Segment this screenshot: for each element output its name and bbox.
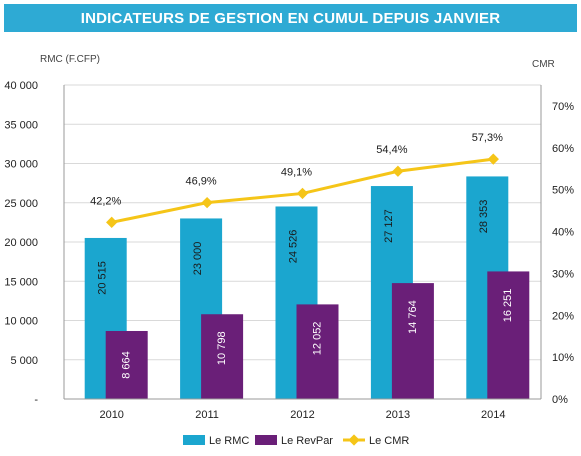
bar-revpar (296, 304, 339, 399)
bar-revpar (201, 314, 244, 399)
bar-revpar (391, 283, 434, 399)
bars: 20 515 8 664 23 000 10 798 24 526 12 052 27 12… (84, 176, 530, 399)
bar-rmc-label: 23 000 (192, 242, 204, 276)
legend-label: Le RMC (209, 435, 249, 447)
cmr-point-label: 49,1% (281, 166, 312, 178)
bar-revpar (105, 330, 148, 399)
cmr-point-label: 46,9% (185, 176, 216, 188)
y-right-tick-label: 40% (552, 227, 574, 239)
bar-revpar-label: 8 664 (121, 351, 133, 379)
chart-title-banner: INDICATEURS DE GESTION EN CUMUL DEPUIS J… (4, 4, 577, 32)
x-tick-label: 2011 (195, 409, 219, 421)
bar-rmc-label: 28 353 (478, 200, 490, 234)
bar-rmc-label: 27 127 (383, 209, 395, 243)
cmr-line: 42,2% 46,9% 49,1% 54,4% 57,3% (90, 132, 503, 228)
y-left-tick-label: 25 000 (4, 198, 38, 210)
cmr-point (392, 165, 404, 177)
x-tick-label: 2012 (290, 409, 314, 421)
bar-revpar-label: 12 052 (311, 322, 323, 356)
legend: Le RMC Le RevPar Le CMR (183, 434, 409, 447)
x-tick-label: 2014 (481, 409, 505, 421)
bar-revpar-label: 14 764 (407, 300, 419, 334)
y-left-tick-label: 40 000 (4, 80, 38, 92)
y-left-tick-label: 30 000 (4, 159, 38, 171)
legend-swatch-marker (348, 434, 360, 446)
legend-swatch (255, 435, 277, 445)
y-right-tick-label: 10% (552, 352, 574, 364)
y-left-tick-label: 35 000 (4, 119, 38, 131)
y-right-tick-label: 70% (552, 101, 574, 113)
bar-revpar-label: 10 798 (216, 331, 228, 365)
y-right-tick-label: 50% (552, 185, 574, 197)
x-tick-label: 2013 (386, 409, 410, 421)
cmr-point-label: 57,3% (472, 132, 503, 144)
cmr-point-label: 54,4% (376, 144, 407, 156)
y-right-tick-label: 20% (552, 310, 574, 322)
cmr-point (296, 187, 309, 200)
y-left-tick-label: 10 000 (4, 316, 38, 328)
bar-revpar-label: 16 251 (502, 289, 514, 323)
bar-rmc-label: 24 526 (287, 230, 299, 264)
y-left-tick-label: 20 000 (4, 237, 38, 249)
bar-revpar (487, 271, 530, 399)
y-left-tick-label: - (34, 394, 38, 406)
cmr-point-label: 42,2% (90, 195, 121, 207)
y-right-tick-label: 30% (552, 268, 574, 280)
cmr-point (106, 216, 118, 228)
cmr-point (487, 153, 499, 165)
legend-label: Le RevPar (281, 435, 333, 447)
y-right-label: CMR (532, 59, 555, 70)
y-left-tick-label: 5 000 (10, 355, 38, 367)
legend-swatch (183, 435, 205, 445)
axes: - 5 000 10 000 15 000 20 000 25 000 30 000 35 0… (4, 80, 574, 421)
bar-rmc-label: 20 515 (97, 261, 109, 295)
chart-title: INDICATEURS DE GESTION EN CUMUL DEPUIS J… (80, 9, 501, 27)
y-right-tick-label: 60% (552, 143, 574, 155)
y-left-tick-label: 15 000 (4, 276, 38, 288)
y-left-label: RMC (F.CFP) (40, 54, 100, 65)
x-tick-label: 2010 (99, 409, 123, 421)
cmr-point (201, 196, 213, 209)
legend-label: Le CMR (369, 435, 409, 447)
y-right-tick-label: 0% (552, 394, 568, 406)
